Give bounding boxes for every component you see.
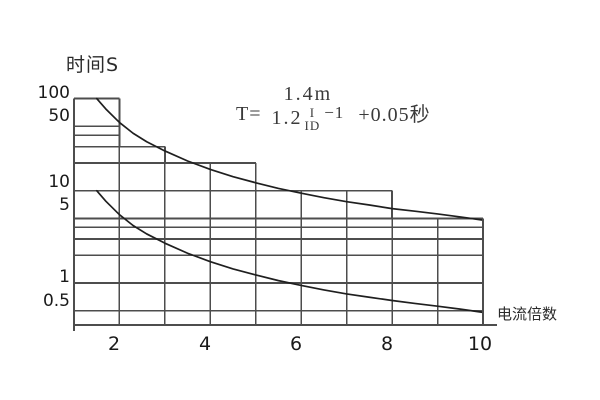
formula-minus-one: −1 (324, 103, 345, 123)
y-tick-label-50: 50 (48, 106, 70, 126)
staircase-outline (74, 97, 483, 220)
formula-exponent-denominator: ID (304, 118, 321, 133)
curve-lower-curve (95, 189, 484, 314)
y-tick-label-0.5: 0.5 (42, 291, 70, 311)
x-tick-label-10: 10 (467, 333, 493, 355)
formula-denominator-base: 1.2 (271, 106, 303, 129)
formula-rhs: +0.05秒 (358, 104, 431, 126)
x-tick-label-4: 4 (198, 333, 212, 355)
y-tick-label-5: 5 (59, 195, 70, 215)
x-tick-label-8: 8 (380, 333, 394, 355)
formula-annotation: T= 1.4m 1.2 I ID −1 +0.05秒 (236, 83, 431, 133)
formula-denominator: 1.2 I ID −1 (271, 103, 345, 132)
curve-upper-curve (95, 97, 484, 221)
formula-exponent-numerator: I (309, 105, 316, 120)
axis-lines (73, 98, 497, 331)
y-tick-label-1: 1 (59, 267, 70, 287)
formula-exponent: I ID (303, 106, 323, 132)
x-axis-title: 电流倍数 (497, 305, 558, 323)
y-tick-label-10: 10 (48, 172, 70, 192)
y-axis-title: 时间S (66, 54, 120, 76)
x-tick-label-6: 6 (289, 333, 303, 355)
curve-lines (95, 97, 484, 314)
x-tick-label-2: 2 (107, 333, 121, 355)
formula-lhs: T= (236, 103, 262, 125)
formula-fraction: 1.4m 1.2 I ID −1 (268, 83, 349, 133)
formula-numerator: 1.4m (283, 83, 333, 105)
y-tick-label-100: 100 (37, 83, 70, 103)
